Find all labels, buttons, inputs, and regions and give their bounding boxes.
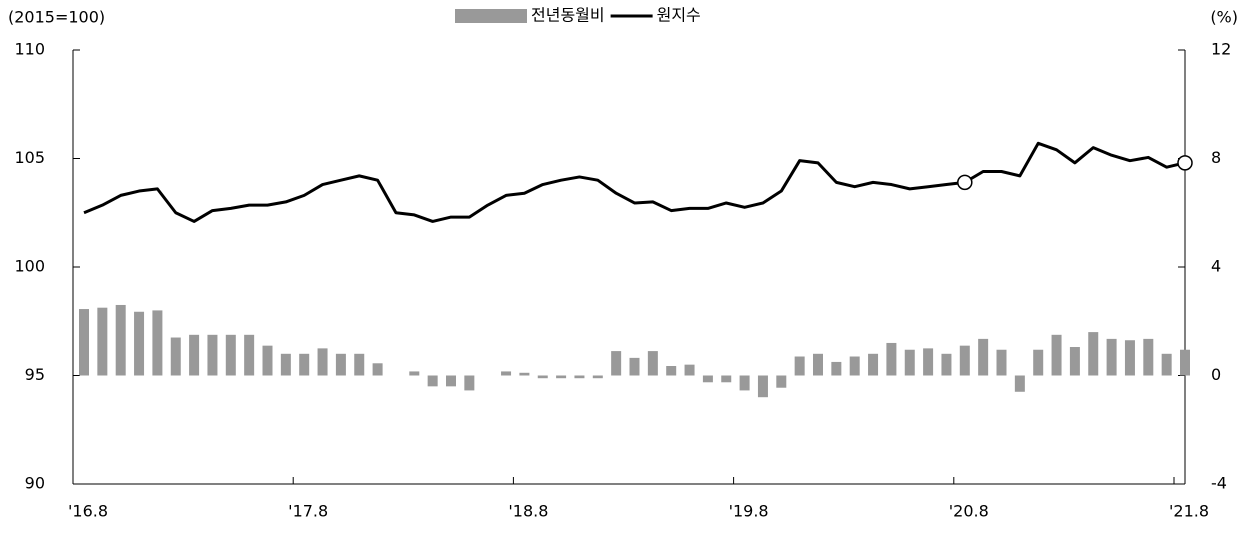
bar xyxy=(280,353,291,376)
bar xyxy=(152,310,163,376)
bar xyxy=(537,375,548,379)
x-tick-label: '20.8 xyxy=(949,502,989,521)
bar xyxy=(134,311,145,376)
bar xyxy=(79,309,89,376)
bar xyxy=(409,371,420,376)
line xyxy=(83,141,1186,223)
bar xyxy=(721,375,732,383)
x-tick-label: '16.8 xyxy=(68,502,108,521)
y-tick-label: 105 xyxy=(14,148,45,167)
x-tick-label: '18.8 xyxy=(508,502,548,521)
bar xyxy=(1014,375,1025,392)
highlight-marker xyxy=(1177,155,1193,171)
bar xyxy=(629,357,640,376)
bar xyxy=(556,375,567,379)
bar xyxy=(189,334,200,376)
bar xyxy=(592,375,603,379)
bar xyxy=(115,304,126,376)
x-tick-label: '21.8 xyxy=(1169,502,1209,521)
bar xyxy=(244,334,255,376)
bar xyxy=(904,349,915,376)
bar xyxy=(97,307,108,376)
bar xyxy=(886,342,897,376)
bar xyxy=(1051,334,1062,376)
bar xyxy=(1124,340,1135,376)
bar xyxy=(501,371,512,376)
y2-tick-label: 8 xyxy=(1211,148,1221,167)
bar xyxy=(1143,338,1154,376)
bar xyxy=(1069,347,1080,376)
y-tick-label: 100 xyxy=(14,257,45,276)
bar xyxy=(849,356,860,376)
bar xyxy=(647,351,658,376)
bar xyxy=(519,372,530,376)
bar xyxy=(739,375,750,391)
bar xyxy=(996,349,1007,376)
bar xyxy=(427,375,438,387)
bar xyxy=(794,356,805,376)
bar xyxy=(923,348,934,376)
bar xyxy=(170,337,181,376)
bar xyxy=(446,375,456,387)
bar xyxy=(1033,349,1044,376)
highlight-marker xyxy=(957,174,973,191)
bar xyxy=(702,375,713,383)
bar xyxy=(207,334,218,376)
y-tick-label: 90 xyxy=(25,474,45,493)
bar xyxy=(611,351,622,376)
bar xyxy=(666,366,677,376)
legend-label: 원지수 xyxy=(657,6,701,25)
bar xyxy=(1088,332,1099,376)
bar xyxy=(299,353,310,376)
bar xyxy=(574,375,585,379)
bar xyxy=(776,375,787,388)
bar xyxy=(1180,349,1190,376)
bar xyxy=(1161,353,1172,376)
bar xyxy=(225,334,236,376)
legend-swatch xyxy=(455,9,527,23)
bar xyxy=(1106,338,1117,376)
bar xyxy=(757,375,768,398)
bar xyxy=(354,353,365,376)
bar xyxy=(959,345,970,376)
bar xyxy=(464,375,475,391)
bar xyxy=(941,353,952,376)
y-axis-label: (2015=100) xyxy=(8,8,105,27)
x-tick-label: '17.8 xyxy=(288,502,328,521)
bar xyxy=(868,353,879,376)
y2-tick-label: 4 xyxy=(1211,257,1221,276)
x-tick-label: '19.8 xyxy=(729,502,769,521)
bar xyxy=(813,353,823,376)
bar xyxy=(335,353,346,376)
y-tick-label: 110 xyxy=(14,40,45,59)
bar xyxy=(978,338,989,376)
bar xyxy=(262,345,273,376)
y2-tick-label: -4 xyxy=(1211,474,1227,493)
y2-tick-label: 12 xyxy=(1211,40,1231,59)
y-tick-label: 95 xyxy=(25,365,45,384)
bar xyxy=(372,363,383,376)
bar xyxy=(831,361,842,376)
y2-axis-label: (%) xyxy=(1210,8,1238,27)
bar xyxy=(684,364,695,376)
y2-tick-label: 0 xyxy=(1211,365,1221,384)
legend-label: 전년동월비 xyxy=(531,6,605,25)
bar xyxy=(317,348,328,376)
